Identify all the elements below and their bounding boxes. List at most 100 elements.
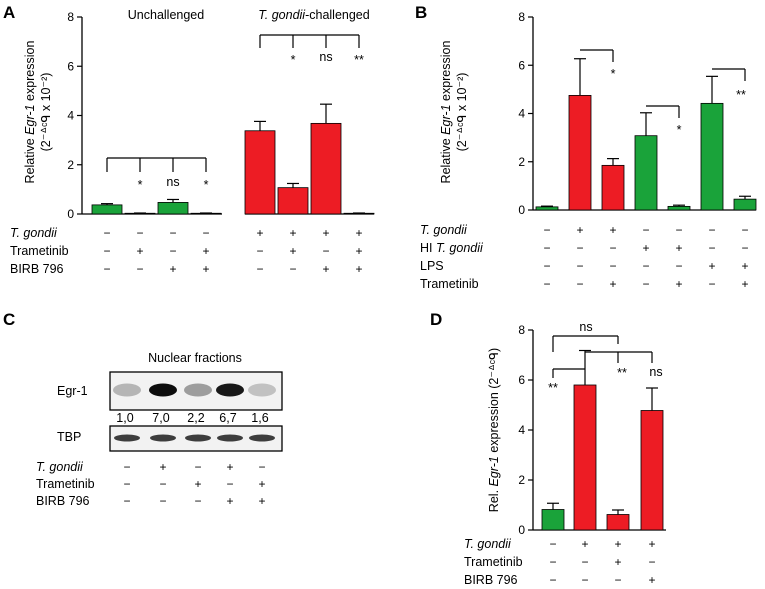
blot-intensity-value: 2,2 (187, 411, 204, 425)
panel-d-condition-sign: + (648, 573, 655, 587)
panel-d-significance-left: ** (548, 381, 558, 395)
svg-text:Rel. Egr-1 expression (2⁻ᐞᶜᑫ): Rel. Egr-1 expression (2⁻ᐞᶜᑫ) (487, 348, 501, 512)
panel-a-condition-sign: − (256, 244, 263, 258)
panel-a-condition-sign: − (103, 244, 110, 258)
egr1-band (149, 383, 177, 397)
panel-b-condition-sign: + (675, 241, 682, 255)
panel-d-condition-label: T. gondii (464, 537, 512, 551)
panel-a-y-tick-label: 8 (67, 10, 74, 24)
panel-d-significance-middle: ** (617, 366, 627, 380)
blot-condition-label: BIRB 796 (36, 494, 90, 508)
panel-a-significance: * (204, 178, 209, 192)
panel-b-condition-sign: − (576, 277, 583, 291)
panel-a-condition-sign: − (169, 226, 176, 240)
panel-b-condition-label: LPS (420, 259, 444, 273)
panel-b-condition-sign: − (708, 241, 715, 255)
panel-b-significance: * (677, 123, 682, 137)
panel-a-bar (91, 204, 123, 215)
panel-a-condition-sign: + (202, 262, 209, 276)
blot-condition-sign: + (226, 460, 233, 474)
panel-b-bar (568, 95, 592, 211)
blot-condition-label: T. gondii (36, 460, 84, 474)
panel-a-significance: ** (354, 53, 364, 67)
panel-d-condition-label: BIRB 796 (464, 573, 518, 587)
panel-d-condition-sign: + (648, 537, 655, 551)
panel-a-ylabel: Relative Egr-1 expression (2⁻ᐞᶜᑫ x 10⁻²) (23, 41, 53, 184)
panel-b-bar (634, 135, 658, 211)
panel-a-condition-sign: + (136, 244, 143, 258)
panel-b-condition-sign: + (609, 277, 616, 291)
panel-a-condition-sign: − (169, 244, 176, 258)
panel-a-significance: * (291, 53, 296, 67)
panel-a-condition-sign: + (256, 226, 263, 240)
panel-b-condition-sign: − (543, 223, 550, 237)
panel-d-condition-sign: − (581, 555, 588, 569)
blot-row-label-egr1: Egr-1 (57, 384, 88, 398)
panel-a-condition-label: T. gondii (10, 226, 58, 240)
panel-b-bar (535, 206, 559, 211)
panel-a-condition-sign: + (355, 226, 362, 240)
panel-label-d: D (430, 310, 442, 329)
panel-d-y-tick-label: 2 (518, 473, 525, 487)
panel-d-y-tick-label: 4 (518, 423, 525, 437)
panel-a-condition-label: Trametinib (10, 244, 69, 258)
panel-d-bar (541, 509, 565, 531)
panel-a-condition-sign: + (289, 244, 296, 258)
panel-d-condition-sign: − (549, 537, 556, 551)
panel-d-condition-sign: + (614, 537, 621, 551)
panel-d-bar (573, 384, 597, 531)
svg-text:Relative Egr-1 expression: Relative Egr-1 expression (439, 41, 453, 184)
egr1-band (113, 383, 141, 397)
panel-b-condition-sign: − (543, 259, 550, 273)
panel-b-y-tick-label: 0 (518, 203, 525, 217)
panel-b-condition-sign: + (642, 241, 649, 255)
panel-b-condition-sign: + (675, 277, 682, 291)
panel-b-condition-sign: + (708, 259, 715, 273)
blot-condition-sign: − (258, 460, 265, 474)
tbp-band (249, 434, 275, 442)
svg-text:(2⁻ᐞᶜᑫ x 10⁻²): (2⁻ᐞᶜᑫ x 10⁻²) (39, 73, 53, 152)
panel-d-bar (640, 410, 664, 531)
blot-condition-sign: + (159, 460, 166, 474)
panel-d-condition-sign: − (648, 555, 655, 569)
panel-a-condition-sign: + (289, 226, 296, 240)
panel-b-ylabel: Relative Egr-1 expression (2⁻ᐞᶜᑫ x 10⁻²) (439, 41, 469, 184)
panel-b-condition-sign: − (576, 241, 583, 255)
panel-a-condition-label: BIRB 796 (10, 262, 64, 276)
panel-b-condition-sign: − (675, 259, 682, 273)
panel-b-y-tick-label: 4 (518, 107, 525, 121)
panel-a-significance: ns (319, 50, 332, 64)
panel-b-condition-sign: − (543, 241, 550, 255)
panel-b-condition-sign: − (609, 241, 616, 255)
panel-a-condition-sign: − (103, 226, 110, 240)
blot-intensity-value: 1,0 (116, 411, 133, 425)
egr1-band (216, 383, 244, 397)
panel-d-y-tick-label: 0 (518, 523, 525, 537)
panel-b-y-tick-label: 2 (518, 155, 525, 169)
panel-b-condition-sign: − (741, 223, 748, 237)
panel-a-bar (277, 187, 309, 215)
panel-d-significance-top: ns (579, 320, 592, 334)
blot-condition-label: Trametinib (36, 477, 95, 491)
blot-intensity-value: 6,7 (219, 411, 236, 425)
western-blot: Nuclear fractions Egr-1 TBP 1,0 7,0 2,2 6,7… (36, 351, 283, 508)
panel-a-condition-sign: − (322, 244, 329, 258)
panel-d-y-tick-label: 6 (518, 373, 525, 387)
svg-text:(2⁻ᐞᶜᑫ x 10⁻²): (2⁻ᐞᶜᑫ x 10⁻²) (455, 73, 469, 152)
blot-condition-sign: − (226, 477, 233, 491)
panel-a-y-tick-label: 2 (67, 158, 74, 172)
panel-d-condition-sign: − (581, 573, 588, 587)
panel-b-bar (733, 198, 757, 211)
panel-d-y-tick-label: 8 (518, 323, 525, 337)
panel-a-significance: * (138, 178, 143, 192)
panel-label-b: B (415, 3, 427, 22)
panel-a-condition-sign: − (136, 262, 143, 276)
panel-d-significance-right: ns (649, 365, 662, 379)
panel-a-condition-sign: + (355, 262, 362, 276)
panel-a-bar (157, 202, 189, 215)
panel-d-condition-sign: − (549, 555, 556, 569)
panel-a-y-tick-label: 0 (67, 207, 74, 221)
panel-b-condition-sign: − (642, 277, 649, 291)
panel-d-condition-sign: + (614, 555, 621, 569)
